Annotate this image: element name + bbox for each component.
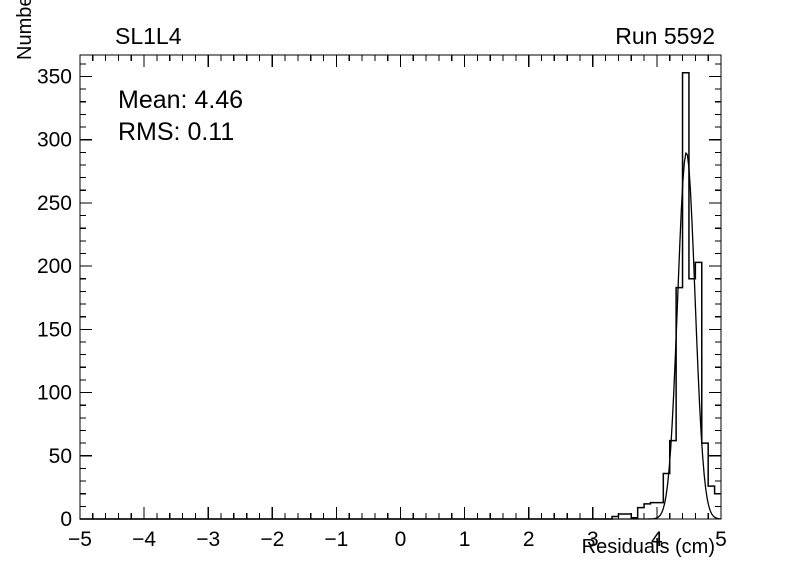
y-tick-label: 200 [37, 255, 72, 278]
y-tick-label: 50 [49, 445, 72, 468]
x-tick-label: −1 [324, 528, 348, 551]
x-axis-minor-ticks [92, 55, 709, 519]
x-tick-label: −5 [68, 528, 92, 551]
x-axis-major-ticks [79, 55, 722, 519]
x-tick-label: −4 [132, 528, 156, 551]
x-tick-label: 5 [715, 528, 727, 551]
y-tick-label: 150 [37, 318, 72, 341]
pad-title-right: Run 5592 [615, 23, 715, 49]
x-tick-label: 1 [459, 528, 471, 551]
y-tick-label: 350 [37, 65, 72, 88]
y-tick-label: 300 [37, 129, 72, 152]
x-tick-label: 2 [523, 528, 535, 551]
y-axis-title: Number of hits [14, 0, 36, 60]
histogram-outline [80, 71, 721, 520]
gaussian-fit-curve [79, 152, 722, 520]
y-tick-label: 0 [60, 508, 72, 531]
x-axis-tick-labels: −5 −4 −3 −2 −1 0 1 2 3 4 5 [68, 528, 727, 551]
y-axis-tick-labels: 0 50 100 150 200 250 300 350 [37, 65, 72, 531]
x-tick-label: −3 [196, 528, 220, 551]
y-tick-label: 100 [37, 382, 72, 405]
x-tick-label: 4 [651, 528, 663, 551]
x-tick-label: −2 [260, 528, 284, 551]
y-tick-label: 250 [37, 192, 72, 215]
x-tick-label: 3 [587, 528, 599, 551]
stat-rms-label: RMS: 0.11 [118, 118, 234, 146]
pad-title-left: SL1L4 [115, 23, 182, 49]
x-tick-label: 0 [395, 528, 407, 551]
x-axis-title: Residuals (cm) [582, 536, 715, 558]
stat-mean-label: Mean: 4.46 [118, 86, 243, 114]
